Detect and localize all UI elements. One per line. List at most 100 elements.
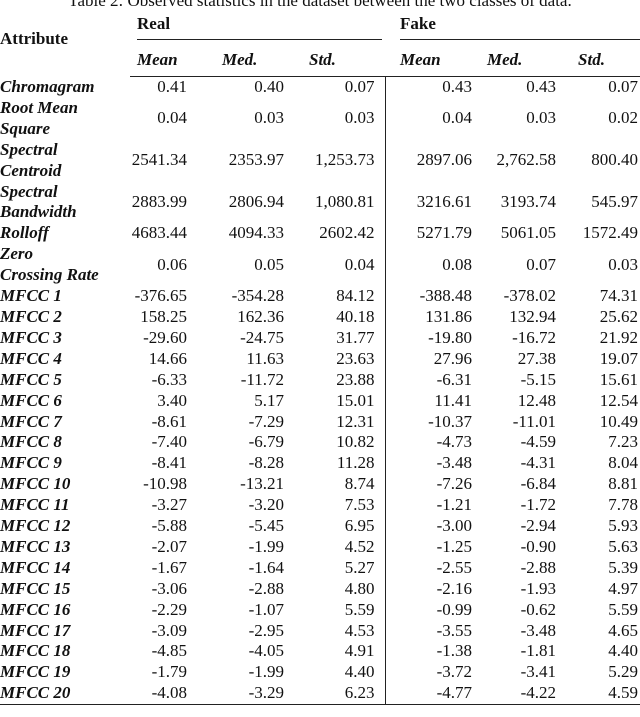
table-row: Spectral Bandwidth 2883.99 2806.94 1,080.81 3… <box>0 181 640 224</box>
table-row: MFCC 20 -4.08 -3.29 6.23 -4.77 -4.22 4.59 <box>0 683 640 706</box>
attribute-cell: Chromagram <box>0 77 130 98</box>
value-cell: 4094.33 <box>228 223 284 243</box>
value-cell: 5.29 <box>608 662 639 682</box>
value-cell: 5.59 <box>344 599 375 619</box>
value-cell: 21.92 <box>599 327 639 347</box>
attribute-cell: MFCC 14 <box>0 558 130 579</box>
attribute-cell: MFCC 10 <box>0 474 130 495</box>
value-cell: 3193.74 <box>500 191 557 211</box>
value-cell: 5.27 <box>344 557 375 577</box>
value-cell: -1.25 <box>384 536 478 558</box>
value-cell: 74.31 <box>599 286 639 306</box>
value-cell: -2.29 <box>151 599 187 619</box>
value-cell: 158.25 <box>140 306 187 326</box>
column-header: Med. <box>195 44 290 77</box>
value-cell: -3.00 <box>384 516 478 537</box>
value-cell: 0.07 <box>608 77 639 96</box>
value-cell: 132.94 <box>509 306 557 326</box>
value-cell: 5.17 <box>254 390 284 410</box>
value-cell: -2.94 <box>520 516 557 536</box>
attribute-line: MFCC 1 <box>0 286 62 306</box>
value-cell: 0.04 <box>344 254 375 274</box>
value-cell: -6.33 <box>151 369 187 389</box>
attribute-cell: MFCC 7 <box>0 412 130 433</box>
value-cell: 2883.99 <box>131 191 187 211</box>
value-cell: 2,762.58 <box>496 150 557 170</box>
attribute-line: Bandwidth <box>0 202 77 222</box>
value-cell: 15.01 <box>336 390 375 410</box>
table-row: MFCC 12 -5.88 -5.45 6.95 -3.00 -2.94 5.93 <box>0 516 640 537</box>
value-cell: -10.98 <box>143 474 187 494</box>
value-cell: -4.08 <box>130 683 195 706</box>
attribute-cell: Spectral Centroid <box>0 140 130 182</box>
value-cell: 0.03 <box>344 108 375 128</box>
group-label: Real <box>137 14 383 40</box>
value-cell: 4.91 <box>344 641 375 661</box>
value-cell: -5.45 <box>248 516 284 536</box>
value-cell: -13.21 <box>240 474 284 494</box>
value-cell: 6.23 <box>290 683 386 706</box>
table-row: MFCC 7 -8.61 -7.29 12.31 -10.37 -11.01 10.49 <box>0 411 640 433</box>
value-cell: 5.39 <box>608 557 639 577</box>
value-cell: 0.08 <box>384 244 478 287</box>
value-cell: 4683.44 <box>131 223 187 243</box>
value-cell: 2897.06 <box>384 139 478 182</box>
attribute-cell: MFCC 20 <box>0 683 130 706</box>
attribute-cell: MFCC 17 <box>0 621 130 642</box>
value-cell: -1.38 <box>384 641 478 663</box>
value-cell: -0.62 <box>520 599 557 619</box>
table-head: Attribute Real Fake Mean Med. Std. Mean Med.… <box>0 10 640 77</box>
table-row: Spectral Centroid 2541.34 2353.97 1,253.73 28… <box>0 139 640 182</box>
column-header: Mean <box>130 44 195 77</box>
value-cell: 12.54 <box>599 390 639 410</box>
value-cell: 6.95 <box>344 516 375 536</box>
attribute-cell: MFCC 16 <box>0 600 130 621</box>
value-cell: -354.28 <box>231 286 284 306</box>
value-cell: 5271.79 <box>384 223 478 245</box>
value-cell: 27.96 <box>384 348 478 370</box>
value-cell: 4.40 <box>344 662 375 682</box>
attribute-line: MFCC 10 <box>0 474 71 494</box>
value-cell: 800.40 <box>591 150 639 170</box>
value-cell: 1572.49 <box>582 223 639 243</box>
attribute-cell: MFCC 2 <box>0 307 130 328</box>
attribute-cell: MFCC 5 <box>0 370 130 391</box>
table-row: MFCC 8 -7.40 -6.79 10.82 -4.73 -4.59 7.23 <box>0 432 640 454</box>
value-cell: -7.29 <box>248 411 284 431</box>
column-header: Std. <box>562 44 640 77</box>
value-cell: 0.03 <box>254 108 284 128</box>
value-cell: 23.88 <box>336 369 375 389</box>
attribute-cell: MFCC 11 <box>0 495 130 516</box>
value-cell: 11.41 <box>384 390 478 412</box>
table-row: MFCC 4 14.66 11.63 23.63 27.96 27.38 19.07 <box>0 348 640 370</box>
attribute-line: Spectral <box>0 181 58 201</box>
value-cell: -4.31 <box>520 453 557 473</box>
value-cell: -4.73 <box>384 432 478 454</box>
value-cell: 7.53 <box>344 495 375 515</box>
value-cell: 3216.61 <box>384 181 478 224</box>
table-row: MFCC 19 -1.79 -1.99 4.40 -3.72 -3.41 5.29 <box>0 662 640 684</box>
attribute-cell: Zero Crossing Rate <box>0 244 130 286</box>
value-cell: 10.82 <box>336 432 375 452</box>
value-cell: 4.65 <box>608 620 639 640</box>
value-cell: 7.23 <box>608 432 639 452</box>
value-cell: -1.93 <box>520 578 557 598</box>
value-cell: -11.01 <box>512 411 557 431</box>
value-cell: -6.31 <box>384 369 478 391</box>
attribute-line: MFCC 20 <box>0 683 71 703</box>
value-cell: 4.59 <box>562 683 640 706</box>
attribute-line: Crossing Rate <box>0 265 99 285</box>
attribute-line: MFCC 13 <box>0 536 71 556</box>
value-cell: 5061.05 <box>500 223 557 243</box>
attribute-cell: MFCC 19 <box>0 662 130 683</box>
table-row: MFCC 15 -3.06 -2.88 4.80 -2.16 -1.93 4.97 <box>0 578 640 600</box>
value-cell: 4.40 <box>608 641 639 661</box>
value-cell: -29.60 <box>143 327 187 347</box>
attribute-cell: MFCC 13 <box>0 537 130 558</box>
table-row: MFCC 13 -2.07 -1.99 4.52 -1.25 -0.90 5.63 <box>0 536 640 558</box>
value-cell: 2353.97 <box>228 150 284 170</box>
attribute-line: MFCC 7 <box>0 411 62 431</box>
value-cell: -1.72 <box>520 495 557 515</box>
value-cell: 4.80 <box>344 578 375 598</box>
attribute-cell: MFCC 1 <box>0 286 130 307</box>
